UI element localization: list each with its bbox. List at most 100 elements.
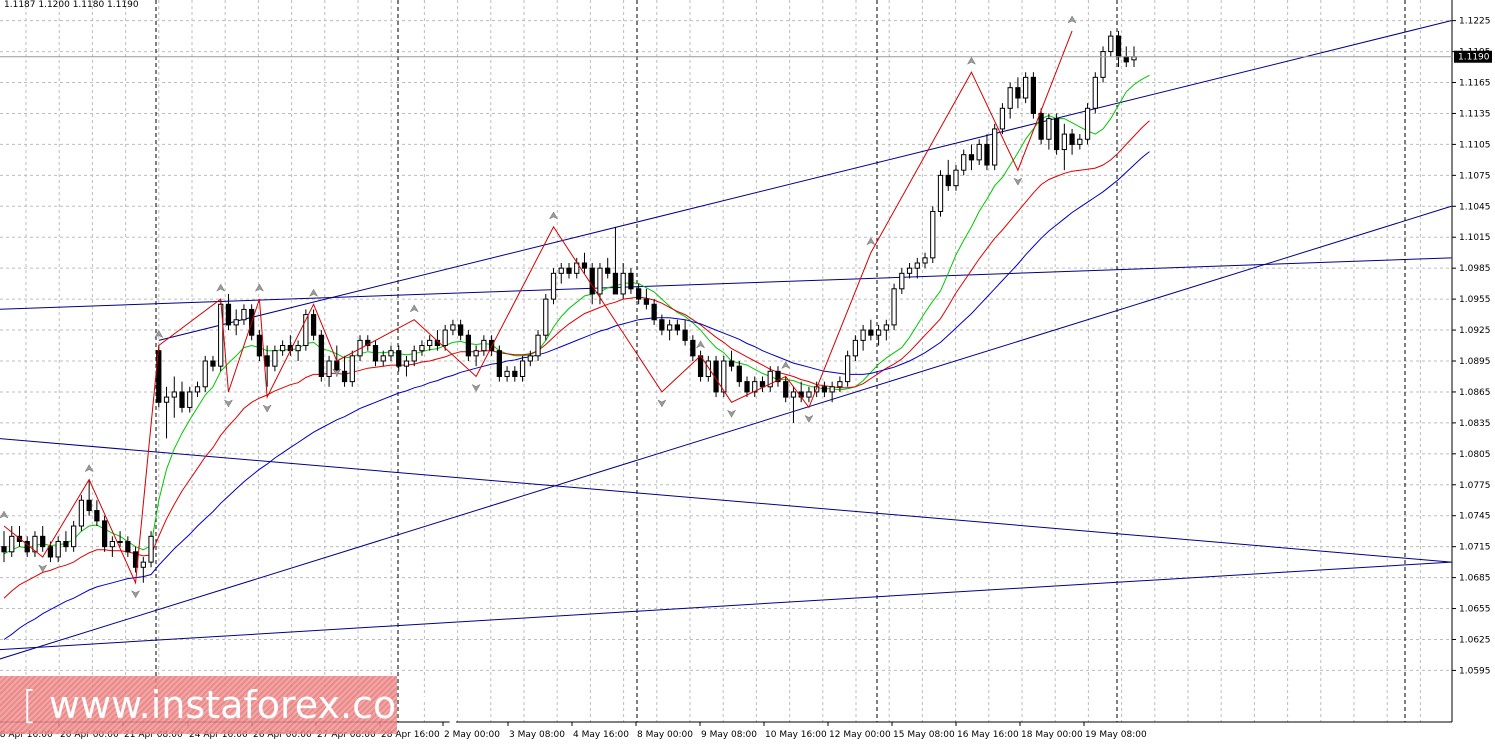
candle [125, 536, 131, 557]
candle [705, 355, 711, 382]
candle [411, 345, 417, 367]
candle-body [256, 334, 263, 357]
candle-body [992, 128, 998, 166]
candle-body [999, 107, 1006, 130]
candle-body [690, 339, 696, 357]
candle [326, 355, 332, 387]
candle-body [32, 535, 38, 553]
candle [999, 103, 1006, 135]
candle [837, 376, 843, 392]
candle-body [349, 355, 355, 383]
candle [101, 515, 108, 552]
candle [117, 531, 123, 547]
candle [171, 376, 177, 418]
candle [535, 330, 541, 361]
candle-body [705, 360, 711, 377]
price-tick-label: 1.0685 [1459, 574, 1491, 584]
candle-body [372, 345, 379, 362]
current-price-label-bg [1454, 50, 1492, 63]
candle-body [140, 561, 146, 568]
candle-body [612, 272, 619, 295]
time-tick-label: 12 May 00:00 [829, 730, 891, 740]
candle-body [303, 314, 309, 347]
candle-body [411, 350, 417, 362]
candle-body [427, 339, 433, 347]
candle [109, 536, 115, 557]
candle [194, 381, 201, 398]
candle-body [280, 345, 286, 352]
candle-body [1, 546, 7, 553]
candle-body [821, 386, 828, 393]
candle [581, 252, 588, 274]
candle [295, 340, 301, 361]
candle-body [202, 360, 208, 388]
candle-body [597, 267, 603, 295]
candle-body [9, 535, 15, 553]
fractal-arrow [308, 288, 319, 297]
candle [868, 319, 874, 341]
candle-body [1077, 138, 1083, 145]
candle [961, 149, 967, 176]
candle-body [442, 329, 448, 347]
candle-body [1092, 76, 1098, 109]
candle [1030, 72, 1037, 119]
candle [272, 345, 278, 372]
candle-body [790, 391, 797, 398]
candle-body [1023, 76, 1029, 99]
candle-body [589, 267, 595, 295]
candle [605, 257, 611, 279]
candle [264, 345, 270, 387]
candle [752, 376, 758, 398]
candle [458, 319, 464, 341]
trendline [0, 257, 1452, 310]
candle-body [109, 541, 115, 548]
candle [388, 345, 394, 361]
candle [1, 531, 7, 563]
candle [620, 263, 626, 300]
candle [674, 319, 680, 336]
price-tick-label: 1.0955 [1459, 295, 1491, 305]
price-tick-label: 1.0655 [1459, 605, 1491, 615]
candle-body [605, 267, 611, 274]
candle [891, 283, 897, 331]
candle [179, 381, 185, 413]
candle-body [744, 381, 750, 393]
candle-body [906, 267, 913, 274]
candle-body [775, 370, 781, 383]
fractal-arrow [804, 414, 814, 423]
candle [976, 139, 982, 166]
candle-body [961, 154, 967, 171]
trendline [0, 438, 1452, 563]
candle [906, 263, 913, 279]
candle [55, 536, 61, 563]
candle [349, 350, 355, 387]
candle [1046, 113, 1052, 150]
candle [643, 288, 650, 310]
candle-body [930, 210, 936, 259]
price-tick-label: 1.0745 [1459, 512, 1491, 522]
candle-body [566, 267, 572, 274]
candle [86, 479, 92, 516]
time-tick-label: 28 Apr 16:00 [381, 730, 440, 740]
candle [992, 123, 998, 171]
candle [396, 345, 402, 372]
candle [690, 335, 696, 361]
candle [1038, 108, 1044, 145]
candle-body [1115, 35, 1122, 58]
candle [767, 366, 773, 392]
candle-body [1007, 87, 1013, 109]
candle-body [1108, 35, 1114, 53]
candle [1053, 113, 1060, 155]
candle [1069, 128, 1075, 155]
fractal-arrow [262, 404, 272, 413]
fractal-arrow [0, 510, 9, 519]
price-tick-label: 1.0715 [1459, 543, 1491, 553]
fractal-arrow [130, 590, 141, 599]
candle [589, 263, 595, 305]
candle [442, 324, 448, 351]
fractal-arrow [216, 283, 226, 292]
candle [543, 293, 549, 341]
candle-body [78, 499, 85, 527]
